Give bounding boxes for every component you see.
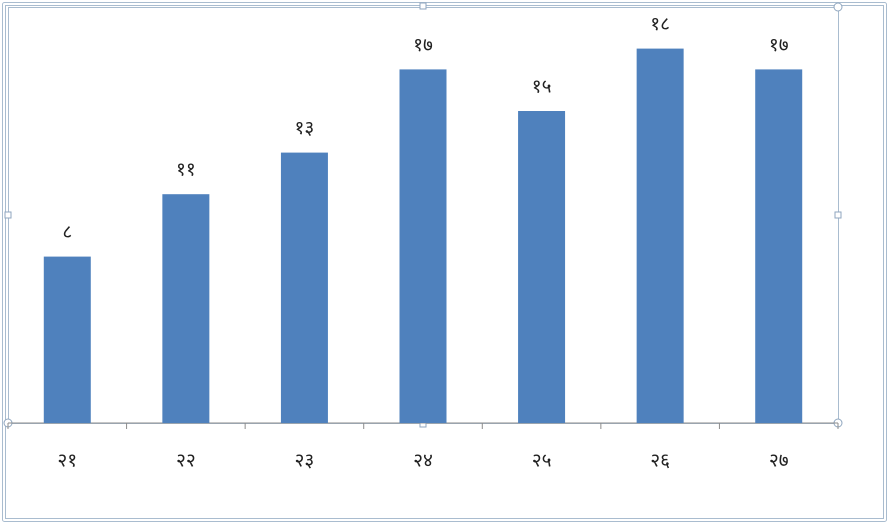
data-label: ११ (176, 159, 196, 181)
x-tick-label: २१ (57, 450, 77, 472)
data-label: १८ (650, 13, 670, 35)
resize-handle[interactable] (419, 2, 427, 10)
data-label: १३ (295, 117, 315, 139)
x-tick-label: २४ (413, 450, 433, 472)
data-label: १७ (413, 34, 433, 56)
x-tick-label: २२ (176, 450, 196, 472)
plot: २१ ८ २२ ११ २३ १३ २४ १७ २५ १५ २६ १८ २७ १७ (7, 13, 839, 472)
data-label: १७ (769, 34, 789, 56)
bar (636, 48, 684, 423)
bar (162, 194, 210, 423)
inner-frame (5, 5, 884, 519)
data-label: १५ (532, 76, 552, 98)
bar (280, 152, 328, 423)
bar (755, 69, 803, 424)
x-tick-label: २७ (769, 450, 789, 472)
data-label: ८ (62, 221, 72, 243)
resize-handle[interactable] (4, 211, 12, 219)
bar (518, 111, 566, 423)
x-tick-label: २३ (295, 450, 315, 472)
resize-handle[interactable] (834, 211, 842, 219)
x-tick-label: २६ (650, 450, 670, 472)
x-tick-label: २५ (532, 450, 552, 472)
bar (43, 256, 91, 423)
bar (399, 69, 447, 424)
resize-handle[interactable] (833, 2, 843, 12)
